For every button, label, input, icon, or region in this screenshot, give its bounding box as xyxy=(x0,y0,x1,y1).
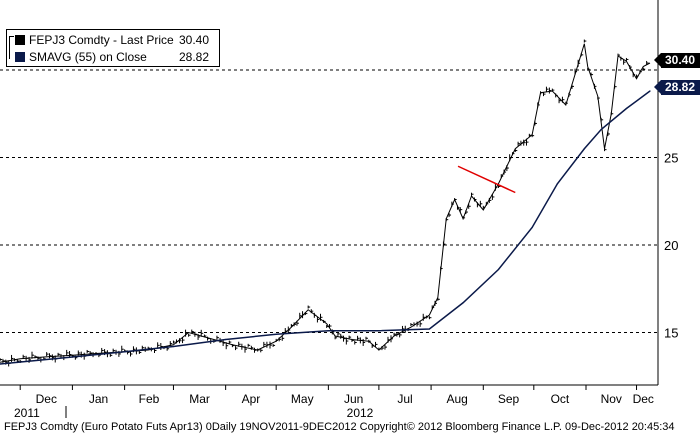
sma-point xyxy=(649,90,651,92)
sma-point xyxy=(462,302,464,304)
legend: FEPJ3 Comdty - Last Price 30.40 SMAVG (5… xyxy=(6,29,220,67)
price-swatch xyxy=(15,35,25,45)
x-tick-label: Apr xyxy=(242,392,261,406)
gridlines xyxy=(0,69,658,333)
sma-point xyxy=(327,330,329,332)
legend-price-value: 30.40 xyxy=(178,33,209,47)
sma-value-tag: 28.82 xyxy=(654,80,700,95)
last-price-tag: 30.40 xyxy=(654,53,700,68)
x-tick-label: Jan xyxy=(89,392,108,406)
sma-point xyxy=(428,328,431,330)
year-label-2011: 2011 xyxy=(14,406,40,420)
x-tick-label: Mar xyxy=(189,392,210,406)
legend-sma-row: SMAVG (55) on Close xyxy=(15,49,147,65)
y-tick-label: 25 xyxy=(664,151,678,166)
x-tick-label: Jul xyxy=(397,392,412,406)
sma-swatch xyxy=(15,52,25,62)
sma-point xyxy=(172,345,175,348)
series-layer xyxy=(0,39,651,367)
price-line xyxy=(0,43,651,363)
tick-labels: 15 20 25 Dec Jan Feb Mar Apr May Jun Jul Aug Sep Oct N… xyxy=(14,151,678,421)
x-tick-label: Aug xyxy=(447,392,468,406)
sma-point xyxy=(583,148,585,150)
price-bars xyxy=(0,39,649,367)
x-tick-label: Sep xyxy=(498,392,520,406)
legend-sma-label: SMAVG (55) on Close xyxy=(29,50,147,64)
legend-sma-value: 28.82 xyxy=(178,50,209,64)
sma-point xyxy=(71,356,74,358)
legend-bracket xyxy=(9,36,14,59)
x-tick-label: Feb xyxy=(139,392,160,406)
y-tick-label: 20 xyxy=(664,238,678,253)
sma-point xyxy=(497,268,500,271)
legend-price-label: FEPJ3 Comdty - Last Price xyxy=(29,33,174,47)
sma-point xyxy=(0,363,1,365)
sma-point xyxy=(625,107,628,110)
trendline xyxy=(457,165,516,194)
x-tick-label: Nov xyxy=(601,392,622,406)
x-tick-label: Jun xyxy=(344,392,363,406)
sma-point xyxy=(531,226,533,229)
y-tick-label: 15 xyxy=(664,326,678,341)
x-tick-label: Dec xyxy=(633,392,654,406)
sma-point xyxy=(275,333,277,335)
x-tick-label: Dec xyxy=(36,392,57,406)
sma-point xyxy=(124,351,126,353)
year-label-2012: 2012 xyxy=(347,406,374,420)
sma-point xyxy=(225,338,227,341)
legend-price-row: FEPJ3 Comdty - Last Price xyxy=(15,32,174,48)
sma-point xyxy=(556,183,558,185)
sma-point xyxy=(600,128,602,131)
sma-point xyxy=(378,330,380,332)
x-tick-label: May xyxy=(291,392,314,406)
footer-caption: FEPJ3 Comdty (Euro Potato Futs Apr13) 0D… xyxy=(4,421,675,433)
x-tick-label: Oct xyxy=(551,392,570,406)
